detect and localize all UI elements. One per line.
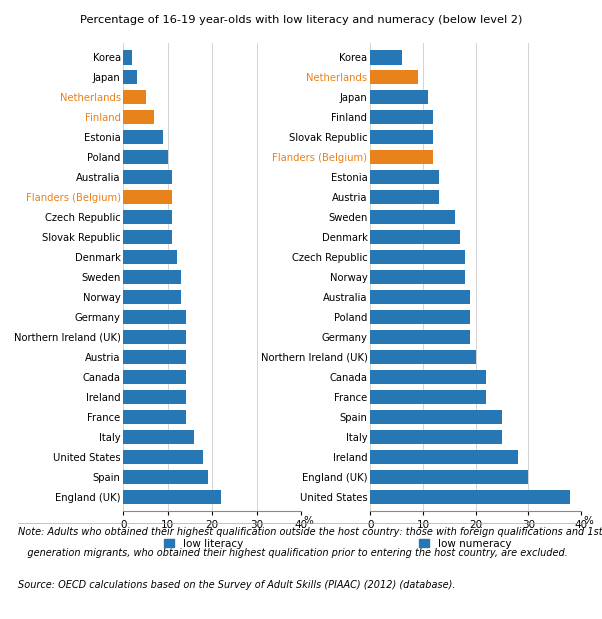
Bar bbox=[123, 430, 194, 444]
Bar bbox=[123, 290, 181, 304]
Bar bbox=[123, 310, 185, 324]
Bar bbox=[370, 449, 518, 464]
Bar bbox=[123, 230, 172, 245]
Bar bbox=[370, 250, 465, 264]
Bar bbox=[370, 350, 476, 364]
Bar bbox=[123, 70, 137, 84]
Bar bbox=[123, 350, 185, 364]
Bar bbox=[123, 170, 172, 184]
Bar bbox=[123, 389, 185, 404]
Bar bbox=[370, 470, 529, 484]
Text: %: % bbox=[583, 516, 594, 526]
Bar bbox=[123, 150, 168, 165]
Bar bbox=[370, 170, 439, 184]
Bar bbox=[370, 290, 470, 304]
Bar bbox=[370, 270, 465, 284]
Bar bbox=[370, 190, 439, 204]
Bar bbox=[123, 270, 181, 284]
Bar bbox=[123, 370, 185, 384]
Bar bbox=[123, 90, 146, 105]
Bar bbox=[123, 210, 172, 224]
Bar bbox=[370, 490, 571, 504]
Bar bbox=[123, 490, 221, 504]
Bar bbox=[370, 110, 433, 124]
Bar bbox=[123, 470, 208, 484]
Text: Source: OECD calculations based on the Survey of Adult Skills (PIAAC) (2012) (da: Source: OECD calculations based on the S… bbox=[18, 580, 456, 590]
Bar bbox=[123, 110, 155, 124]
Text: Percentage of 16-19 year-olds with low literacy and numeracy (below level 2): Percentage of 16-19 year-olds with low l… bbox=[80, 15, 522, 25]
Bar bbox=[123, 330, 185, 344]
Bar bbox=[370, 50, 402, 64]
Bar bbox=[370, 370, 486, 384]
Text: %: % bbox=[303, 516, 313, 526]
Legend: low numeracy: low numeracy bbox=[415, 535, 515, 553]
Bar bbox=[370, 130, 433, 144]
Bar bbox=[370, 410, 502, 424]
Text: generation migrants, who obtained their highest qualification prior to entering : generation migrants, who obtained their … bbox=[18, 548, 568, 558]
Legend: low literacy: low literacy bbox=[160, 535, 247, 553]
Bar bbox=[370, 389, 486, 404]
Bar bbox=[370, 430, 502, 444]
Bar bbox=[370, 210, 455, 224]
Bar bbox=[370, 150, 433, 165]
Bar bbox=[123, 130, 163, 144]
Bar bbox=[123, 250, 177, 264]
Bar bbox=[123, 449, 203, 464]
Bar bbox=[370, 230, 460, 245]
Bar bbox=[123, 190, 172, 204]
Bar bbox=[370, 90, 428, 105]
Text: Note: Adults who obtained their highest qualification outside the host country: : Note: Adults who obtained their highest … bbox=[18, 527, 602, 537]
Bar bbox=[370, 310, 470, 324]
Bar bbox=[370, 330, 470, 344]
Bar bbox=[123, 410, 185, 424]
Bar bbox=[370, 70, 418, 84]
Bar bbox=[123, 50, 132, 64]
